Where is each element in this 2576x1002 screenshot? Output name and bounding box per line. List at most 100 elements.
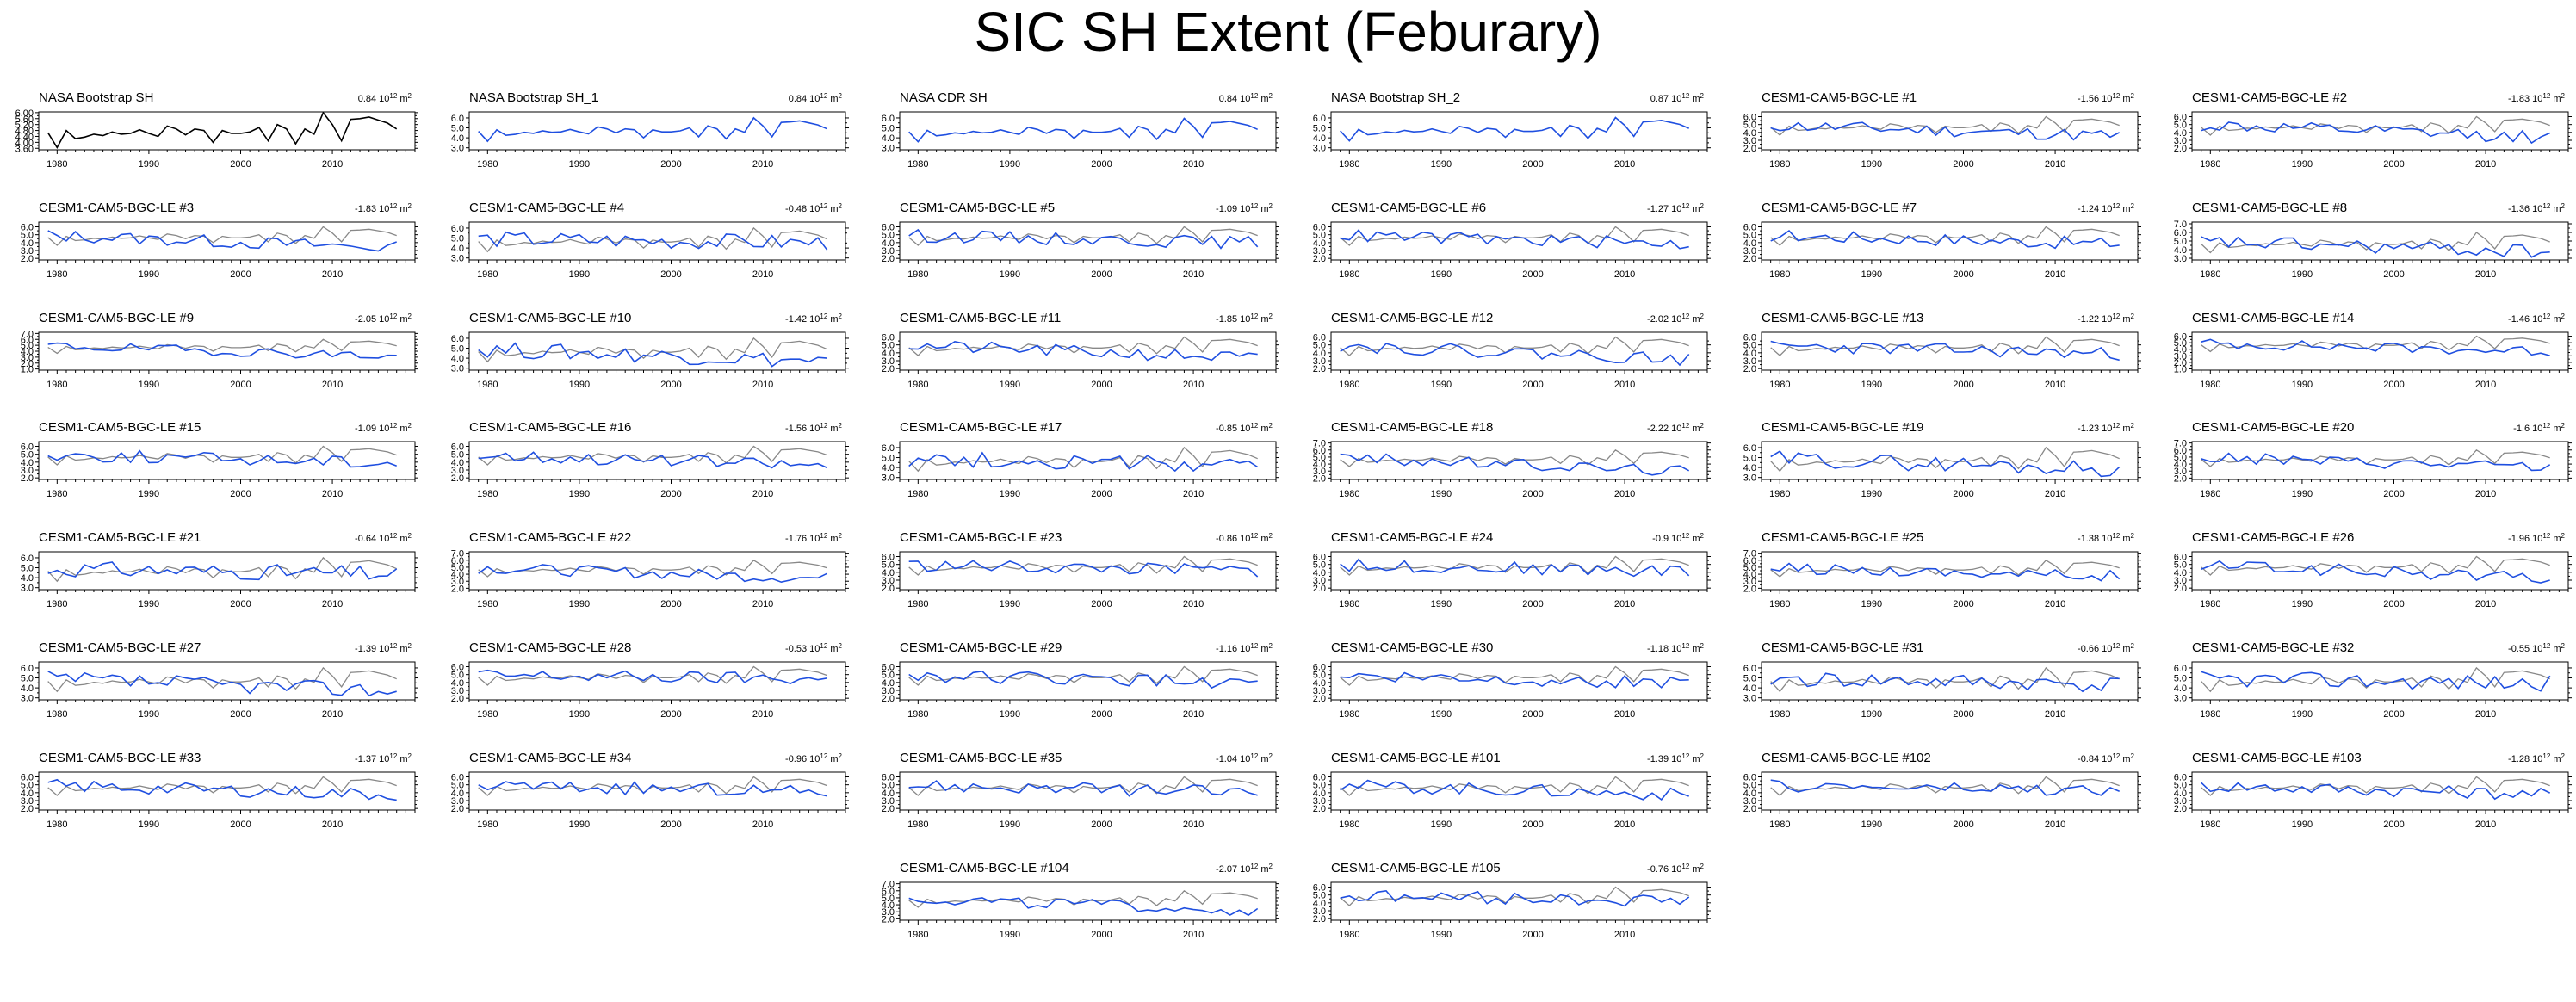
x-tick-label: 1980 <box>477 380 498 390</box>
panel-frame <box>1761 331 2139 371</box>
series-line <box>1340 671 1689 689</box>
y-tick-label: 5.0 <box>882 671 895 681</box>
panel-title: CESM1-CAM5-BGC-LE #104 <box>900 861 1069 875</box>
reference-line <box>2201 666 2550 693</box>
x-tick-label: 2010 <box>2475 820 2496 830</box>
y-tick-label: 4.00 <box>15 138 34 148</box>
y-tick-label: 4.0 <box>1743 349 1756 359</box>
y-tick-label: 3.0 <box>1743 136 1756 146</box>
y-tick-label: 6.0 <box>1313 883 1326 894</box>
x-tick-label: 1990 <box>1431 159 1452 170</box>
panel-trend: -1.24 1012 m2 <box>2078 202 2135 214</box>
x-tick-label: 2010 <box>1614 930 1635 940</box>
series-line <box>2201 338 2550 356</box>
x-tick-label: 1980 <box>46 599 67 609</box>
y-tick-label: 4.80 <box>15 127 34 137</box>
chart-panel: CESM1-CAM5-BGC-LE #14 -1.46 1012 m2 1.02.0… <box>2174 311 2572 390</box>
y-tick-label: 2.0 <box>1743 254 1756 264</box>
y-tick-label: 4.0 <box>451 458 464 468</box>
x-tick-label: 1980 <box>2200 489 2220 499</box>
x-tick-label: 2000 <box>2383 599 2404 609</box>
x-tick-label: 1980 <box>46 380 67 390</box>
series-line <box>1770 779 2120 796</box>
reference-line <box>908 889 1258 908</box>
y-tick-label: 7.0 <box>882 880 895 890</box>
y-tick-label: 2.0 <box>1313 364 1326 374</box>
y-tick-label: 6.0 <box>21 223 34 233</box>
y-tick-label: 6.0 <box>1313 773 1326 783</box>
x-tick-label: 2000 <box>660 489 681 499</box>
page-title: SIC SH Extent (Feburary) <box>974 1 1602 63</box>
chart-panel: CESM1-CAM5-BGC-LE #32 -0.55 1012 m2 3.04.0… <box>2174 640 2572 720</box>
x-tick-label: 1990 <box>1431 489 1452 499</box>
y-tick-label: 2.0 <box>1743 364 1756 374</box>
y-tick-label: 6.0 <box>1743 556 1756 566</box>
x-tick-label: 1990 <box>1431 930 1452 940</box>
reference-line <box>47 666 397 693</box>
x-tick-label: 2000 <box>1522 269 1543 280</box>
y-tick-label: 5.0 <box>2174 560 2187 571</box>
reference-line <box>478 226 827 253</box>
panel-frame <box>899 111 1277 151</box>
x-tick-label: 2010 <box>1614 709 1635 720</box>
x-tick-label: 2000 <box>660 599 681 609</box>
y-tick-label: 4.0 <box>2174 128 2187 139</box>
x-tick-label: 1980 <box>907 380 928 390</box>
y-tick-label: 5.0 <box>2174 338 2187 349</box>
y-tick-label: 3.0 <box>2174 351 2187 362</box>
x-tick-label: 1980 <box>2200 820 2220 830</box>
panel-title: CESM1-CAM5-BGC-LE #32 <box>2192 640 2354 655</box>
reference-line <box>478 665 827 686</box>
x-tick-label: 2010 <box>2045 489 2065 499</box>
y-tick-label: 6.0 <box>21 773 34 783</box>
panel-title: CESM1-CAM5-BGC-LE #5 <box>900 201 1055 215</box>
y-tick-label: 4.0 <box>451 354 464 364</box>
y-tick-label: 4.0 <box>1313 789 1326 799</box>
y-tick-label: 6.0 <box>1313 114 1326 124</box>
panel-title: CESM1-CAM5-BGC-LE #7 <box>1762 201 1917 215</box>
panel-trend: -1.37 1012 m2 <box>355 752 412 764</box>
y-tick-label: 6.0 <box>1313 333 1326 343</box>
x-tick-label: 2000 <box>1522 709 1543 720</box>
y-tick-label: 5.0 <box>2174 674 2187 684</box>
x-tick-label: 1980 <box>907 489 928 499</box>
panel-frame <box>38 441 416 480</box>
y-tick-label: 6.0 <box>882 773 895 783</box>
x-tick-label: 1990 <box>2292 159 2313 170</box>
y-tick-label: 3.0 <box>882 576 895 586</box>
reference-line <box>1770 446 2120 473</box>
x-tick-label: 2010 <box>2045 599 2065 609</box>
y-tick-label: 3.0 <box>451 254 464 264</box>
series-line <box>2201 236 2550 258</box>
panel-title: CESM1-CAM5-BGC-LE #33 <box>39 751 201 765</box>
y-tick-label: 5.0 <box>882 781 895 791</box>
x-tick-label: 1980 <box>1339 380 1359 390</box>
y-tick-label: 3.0 <box>2174 136 2187 146</box>
panel-trend: -0.86 1012 m2 <box>1216 532 1273 544</box>
chart-panel: CESM1-CAM5-BGC-LE #9 -2.05 1012 m2 1.02.03… <box>21 311 418 390</box>
x-tick-label: 1990 <box>569 380 590 390</box>
panel-title: CESM1-CAM5-BGC-LE #31 <box>1762 640 1923 655</box>
y-tick-label: 4.0 <box>1313 899 1326 909</box>
x-tick-label: 1990 <box>1431 599 1452 609</box>
reference-line <box>47 445 397 466</box>
x-tick-label: 1980 <box>1769 820 1790 830</box>
y-tick-label: 5.0 <box>1743 341 1756 351</box>
chart-panel: CESM1-CAM5-BGC-LE #16 -1.56 1012 m2 2.03.0… <box>451 420 849 499</box>
x-tick-label: 1980 <box>46 709 67 720</box>
chart-panel: NASA Bootstrap SH_1 0.84 1012 m2 3.04.05.0… <box>451 90 849 170</box>
y-tick-label: 4.0 <box>1743 683 1756 694</box>
chart-panel: CESM1-CAM5-BGC-LE #30 -1.18 1012 m2 2.03.0… <box>1313 640 1711 720</box>
reference-line <box>908 776 1258 796</box>
panel-trend: 0.84 1012 m2 <box>1219 92 1273 104</box>
series-line <box>478 781 827 797</box>
chart-panel: CESM1-CAM5-BGC-LE #22 -1.76 1012 m2 2.03.0… <box>451 530 849 609</box>
panel-frame <box>1761 111 2139 151</box>
panel-trend: -0.66 1012 m2 <box>2078 642 2135 654</box>
y-tick-label: 2.0 <box>2174 804 2187 814</box>
panel-frame <box>1761 221 2139 261</box>
y-tick-label: 2.0 <box>21 254 34 264</box>
chart-panel: CESM1-CAM5-BGC-LE #101 -1.39 1012 m2 2.03.… <box>1313 751 1711 830</box>
y-tick-label: 5.0 <box>1743 674 1756 684</box>
y-tick-label: 3.0 <box>2174 694 2187 704</box>
